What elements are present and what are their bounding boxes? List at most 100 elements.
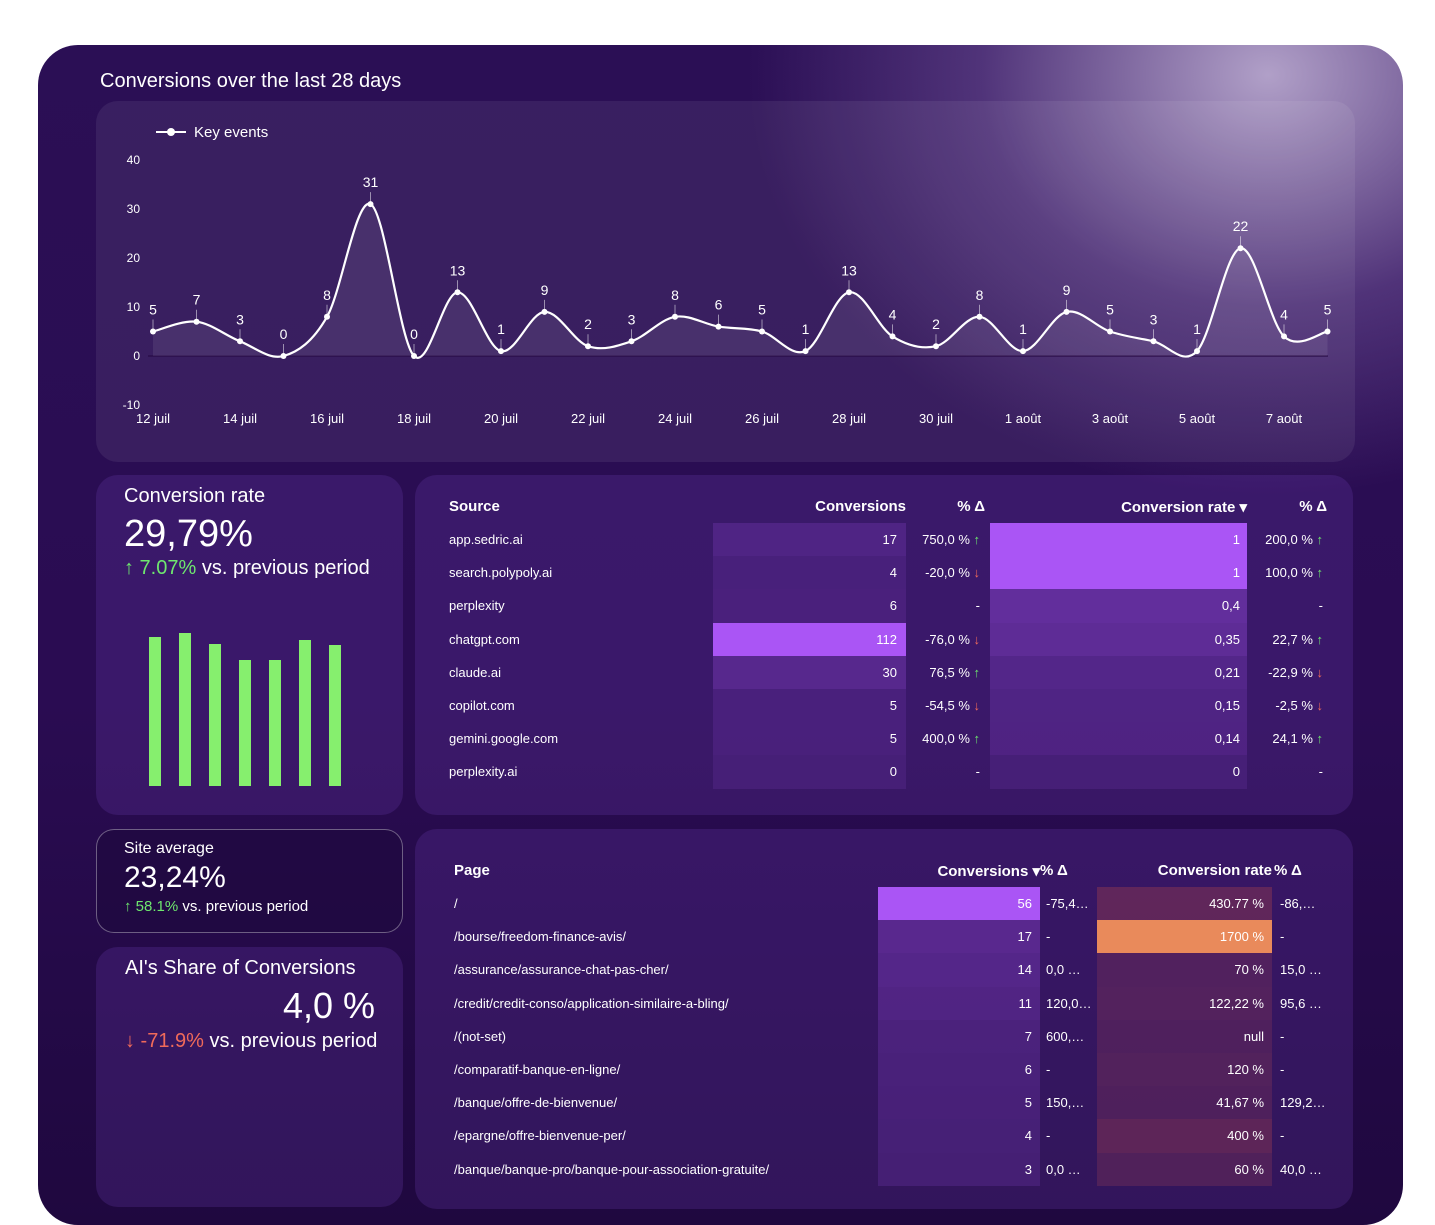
row-label: perplexity.ai: [449, 764, 518, 780]
column-header: % Δ: [1299, 498, 1327, 515]
cell-value: 30: [713, 655, 906, 689]
row-label: /banque/banque-pro/banque-pour-associati…: [454, 1161, 770, 1177]
row-label: chatgpt.com: [449, 631, 520, 647]
row-label: /credit/credit-conso/application-similai…: [454, 995, 729, 1011]
cell-value: -76,0 % ↓: [925, 631, 980, 647]
marker: [1063, 308, 1070, 315]
cell-value: 0,4: [990, 589, 1247, 623]
cell-value: 5: [878, 1086, 1040, 1120]
chart-title: Conversions over the last 28 days: [100, 70, 402, 92]
kpi-comparison: vs. previous period: [182, 898, 309, 915]
cell-value: -: [1046, 1062, 1051, 1077]
data-label: 9: [1063, 282, 1071, 298]
cell-value: 3: [878, 1152, 1040, 1186]
column-header: Conversion rate ▾: [1121, 499, 1247, 516]
kpi-delta: ↑ 58.1%: [124, 898, 179, 915]
cell-value: 41,67 %: [1097, 1086, 1272, 1120]
marker: [1281, 333, 1287, 340]
column-header: Conversion rate: [1157, 862, 1272, 879]
marker: [628, 338, 635, 345]
kpi-label: AI's Share of Conversions: [125, 957, 356, 979]
marker: [1194, 348, 1200, 355]
x-tick-label: 14 juil: [223, 411, 257, 426]
cell-value: -20,0 % ↓: [925, 565, 980, 581]
data-label: 1: [802, 321, 810, 337]
cell-value: 112: [713, 622, 906, 656]
cell-value: 5: [713, 722, 906, 756]
marker: [411, 353, 417, 359]
x-tick-label: 26 juil: [745, 411, 779, 426]
cell-value: -: [1046, 1128, 1051, 1144]
row-label: copilot.com: [449, 698, 515, 713]
kpi-delta: ↓ -71.9%: [125, 1030, 204, 1052]
marker: [802, 348, 809, 355]
cell-value: 1: [990, 556, 1247, 590]
cell-value: 70 %: [1097, 953, 1272, 987]
row-label: /assurance/assurance-chat-pas-cher/: [454, 962, 669, 978]
marker: [1020, 348, 1026, 355]
x-tick-label: 1 août: [1005, 411, 1042, 426]
marker: [672, 313, 678, 320]
page-table: Page Conversions ▾% Δ Conversion rate% Δ/5…: [415, 829, 1353, 1209]
data-label: 2: [932, 316, 940, 332]
data-label: 31: [363, 174, 379, 190]
marker: [585, 343, 591, 350]
x-tick-label: 3 août: [1092, 411, 1129, 426]
row-label: gemini.google.com: [449, 731, 559, 747]
kpi-delta-row: ↑ 58.1% vs. previous period: [124, 898, 308, 915]
kpi-card: Site average 23,24% ↑ 58.1% vs. previous…: [96, 829, 403, 933]
cell-value: 5: [713, 689, 906, 723]
marker: [1324, 328, 1331, 335]
cell-value: 1: [990, 523, 1247, 557]
column-header: % Δ: [957, 498, 985, 515]
cell-value: -: [1046, 929, 1051, 945]
row-label: perplexity: [449, 598, 505, 614]
x-tick-label: 5 août: [1179, 411, 1216, 426]
data-label: 8: [976, 287, 984, 303]
y-tick-label: -10: [123, 398, 141, 412]
data-label: 0: [280, 326, 288, 342]
cell-value: -: [1280, 929, 1285, 945]
cell-value: 6: [713, 589, 906, 623]
cell-value: -: [1280, 1062, 1285, 1077]
kpi-value: 23,24%: [124, 861, 226, 894]
data-label: 1: [1019, 321, 1027, 337]
y-tick-label: 30: [127, 202, 141, 216]
cell-value: -: [1280, 1028, 1285, 1044]
data-label: 0: [410, 326, 418, 342]
data-label: 8: [323, 287, 331, 303]
row-label: /banque/offre-de-bienvenue/: [454, 1095, 618, 1111]
cell-value: 95,6 …: [1280, 995, 1322, 1011]
data-label: 6: [715, 297, 723, 313]
cell-value: 122,22 %: [1097, 986, 1272, 1020]
x-tick-label: 30 juil: [919, 411, 953, 426]
cell-value: 430.77 %: [1097, 887, 1272, 921]
cell-value: 400,0 % ↑: [922, 731, 980, 747]
data-label: 13: [841, 262, 857, 278]
cell-value: 76,5 % ↑: [929, 664, 980, 680]
cell-value: 0,0 …: [1046, 962, 1081, 978]
cell-value: 4: [713, 556, 906, 590]
data-label: 7: [193, 292, 201, 308]
data-label: 8: [671, 287, 679, 303]
cell-value: -: [1318, 598, 1323, 614]
cell-value: 100,0 % ↑: [1265, 565, 1323, 581]
cell-value: 15,0 …: [1280, 962, 1322, 978]
cell-value: 11: [878, 986, 1040, 1020]
kpi-comparison: vs. previous period: [209, 1030, 378, 1052]
cell-value: 17: [713, 523, 906, 557]
kpi-delta-row: ↑ 7.07% vs. previous period: [124, 557, 370, 580]
cell-value: 4: [878, 1119, 1040, 1153]
row-label: /comparatif-banque-en-ligne/: [454, 1062, 621, 1077]
marker: [324, 313, 330, 320]
column-header: % Δ: [1040, 862, 1068, 879]
cell-value: 200,0 % ↑: [1265, 532, 1323, 547]
marker: [498, 348, 504, 355]
row-label: /: [454, 896, 458, 911]
data-label: 2: [584, 316, 592, 332]
source-table: Source Conversions % Δ Conversion rate ▾ % Δ…: [415, 475, 1353, 815]
bar: [329, 645, 341, 786]
data-label: 3: [236, 311, 244, 327]
cell-value: 17: [878, 920, 1040, 954]
cell-value: -: [975, 598, 980, 614]
